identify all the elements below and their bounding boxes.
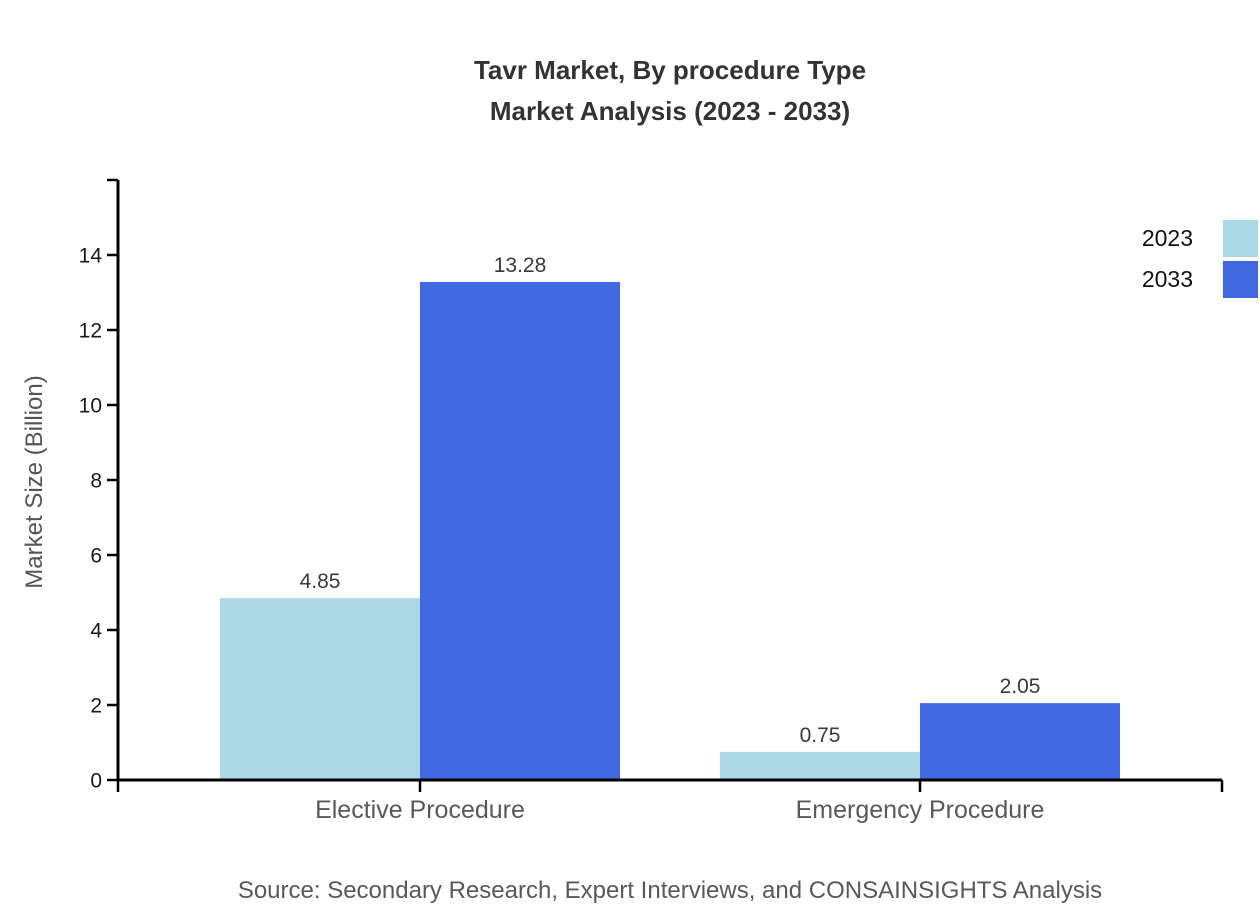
y-tick-label-0: 0 xyxy=(90,769,102,792)
legend-label-2023: 2023 xyxy=(1141,225,1193,251)
legend-swatch-2033 xyxy=(1223,261,1258,298)
y-tick-label-14: 14 xyxy=(79,244,103,267)
bar-2033-emergency xyxy=(920,703,1120,780)
y-tick-label-2: 2 xyxy=(90,694,102,717)
legend-item-2033: 2033 xyxy=(1142,261,1258,298)
legend-label-2033: 2033 xyxy=(1141,266,1193,292)
chart-title: Tavr Market, By procedure Type Market An… xyxy=(118,50,1222,132)
y-tick-label-4: 4 xyxy=(90,619,102,642)
legend: 2023 2033 xyxy=(1142,220,1258,298)
bar-2023-emergency xyxy=(720,751,920,780)
legend-swatch-2023 xyxy=(1223,220,1258,257)
value-label-2023-elective: 4.85 xyxy=(300,570,341,593)
chart-title-line2: Market Analysis (2023 - 2033) xyxy=(489,96,851,126)
value-label-2033-elective: 13.28 xyxy=(494,254,547,277)
y-tick-label-8: 8 xyxy=(90,469,102,492)
legend-item-2023: 2023 xyxy=(1142,220,1258,257)
value-label-2033-emergency: 2.05 xyxy=(1000,675,1041,698)
value-label-2023-emergency: 0.75 xyxy=(800,724,841,747)
y-tick-label-6: 6 xyxy=(90,544,102,567)
y-tick-label-10: 10 xyxy=(79,394,102,417)
bar-2023-elective xyxy=(220,598,420,780)
category-label-elective: Elective Procedure xyxy=(315,796,525,824)
category-label-emergency: Emergency Procedure xyxy=(796,796,1045,824)
chart-title-line1: Tavr Market, By procedure Type xyxy=(473,55,867,85)
y-axis-title: Market Size (Billion) xyxy=(21,375,48,589)
source-note: Source: Secondary Research, Expert Inter… xyxy=(237,877,1103,904)
bar-2033-elective xyxy=(420,282,620,780)
y-tick-label-12: 12 xyxy=(79,319,102,342)
